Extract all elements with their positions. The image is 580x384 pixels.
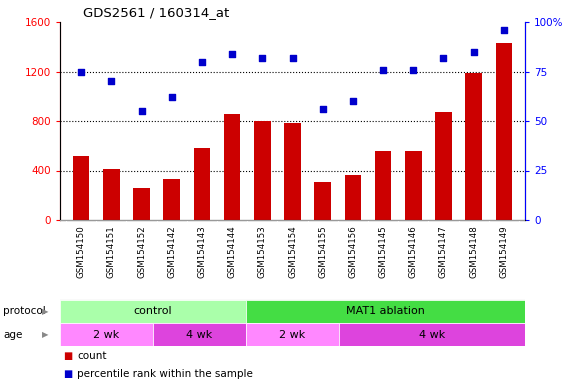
Point: [167, 94, 176, 100]
Bar: [164, 179, 180, 220]
Bar: [133, 188, 150, 220]
Point: [318, 106, 327, 112]
Bar: [60, 300, 246, 323]
Point: [77, 68, 86, 74]
Bar: [375, 151, 392, 220]
Point: [258, 55, 267, 61]
Text: control: control: [133, 306, 172, 316]
Bar: [224, 114, 241, 220]
Text: GSM154149: GSM154149: [499, 226, 508, 278]
Text: age: age: [3, 329, 22, 339]
Text: ■: ■: [63, 369, 72, 379]
Point: [469, 49, 478, 55]
Text: GSM154144: GSM154144: [227, 226, 237, 278]
Bar: [339, 323, 525, 346]
Text: GSM154152: GSM154152: [137, 226, 146, 278]
Text: GDS2561 / 160314_at: GDS2561 / 160314_at: [84, 7, 230, 20]
Bar: [60, 323, 153, 346]
Text: protocol: protocol: [3, 306, 46, 316]
Text: ▶: ▶: [42, 330, 49, 339]
Text: 4 wk: 4 wk: [186, 329, 213, 339]
Text: GSM154156: GSM154156: [349, 226, 357, 278]
Text: MAT1 ablation: MAT1 ablation: [346, 306, 425, 316]
Bar: [495, 43, 512, 220]
Text: 4 wk: 4 wk: [419, 329, 445, 339]
Text: percentile rank within the sample: percentile rank within the sample: [77, 369, 253, 379]
Point: [107, 78, 116, 84]
Point: [288, 55, 297, 61]
Bar: [345, 175, 361, 220]
Bar: [314, 182, 331, 220]
Bar: [284, 124, 301, 220]
Text: GSM154154: GSM154154: [288, 226, 297, 278]
Text: 2 wk: 2 wk: [280, 329, 306, 339]
Text: count: count: [77, 351, 107, 361]
Text: 2 wk: 2 wk: [93, 329, 119, 339]
Text: GSM154153: GSM154153: [258, 226, 267, 278]
Bar: [103, 169, 119, 220]
Point: [499, 27, 509, 33]
Bar: [246, 323, 339, 346]
Point: [137, 108, 146, 114]
Text: GSM154147: GSM154147: [439, 226, 448, 278]
Text: GSM154155: GSM154155: [318, 226, 327, 278]
Point: [348, 98, 357, 104]
Text: ▶: ▶: [42, 307, 49, 316]
Bar: [254, 121, 271, 220]
Bar: [73, 156, 89, 220]
Text: GSM154145: GSM154145: [379, 226, 387, 278]
Bar: [194, 148, 210, 220]
Bar: [465, 73, 482, 220]
Point: [197, 58, 206, 65]
Text: GSM154146: GSM154146: [409, 226, 418, 278]
Point: [439, 55, 448, 61]
Point: [227, 51, 237, 57]
Text: GSM154151: GSM154151: [107, 226, 116, 278]
Text: GSM154148: GSM154148: [469, 226, 478, 278]
Point: [409, 66, 418, 73]
Bar: [153, 323, 246, 346]
Bar: [435, 113, 452, 220]
Text: GSM154150: GSM154150: [77, 226, 86, 278]
Bar: [405, 151, 422, 220]
Text: ■: ■: [63, 351, 72, 361]
Text: GSM154143: GSM154143: [197, 226, 206, 278]
Point: [378, 66, 387, 73]
Bar: [246, 300, 525, 323]
Text: GSM154142: GSM154142: [167, 226, 176, 278]
